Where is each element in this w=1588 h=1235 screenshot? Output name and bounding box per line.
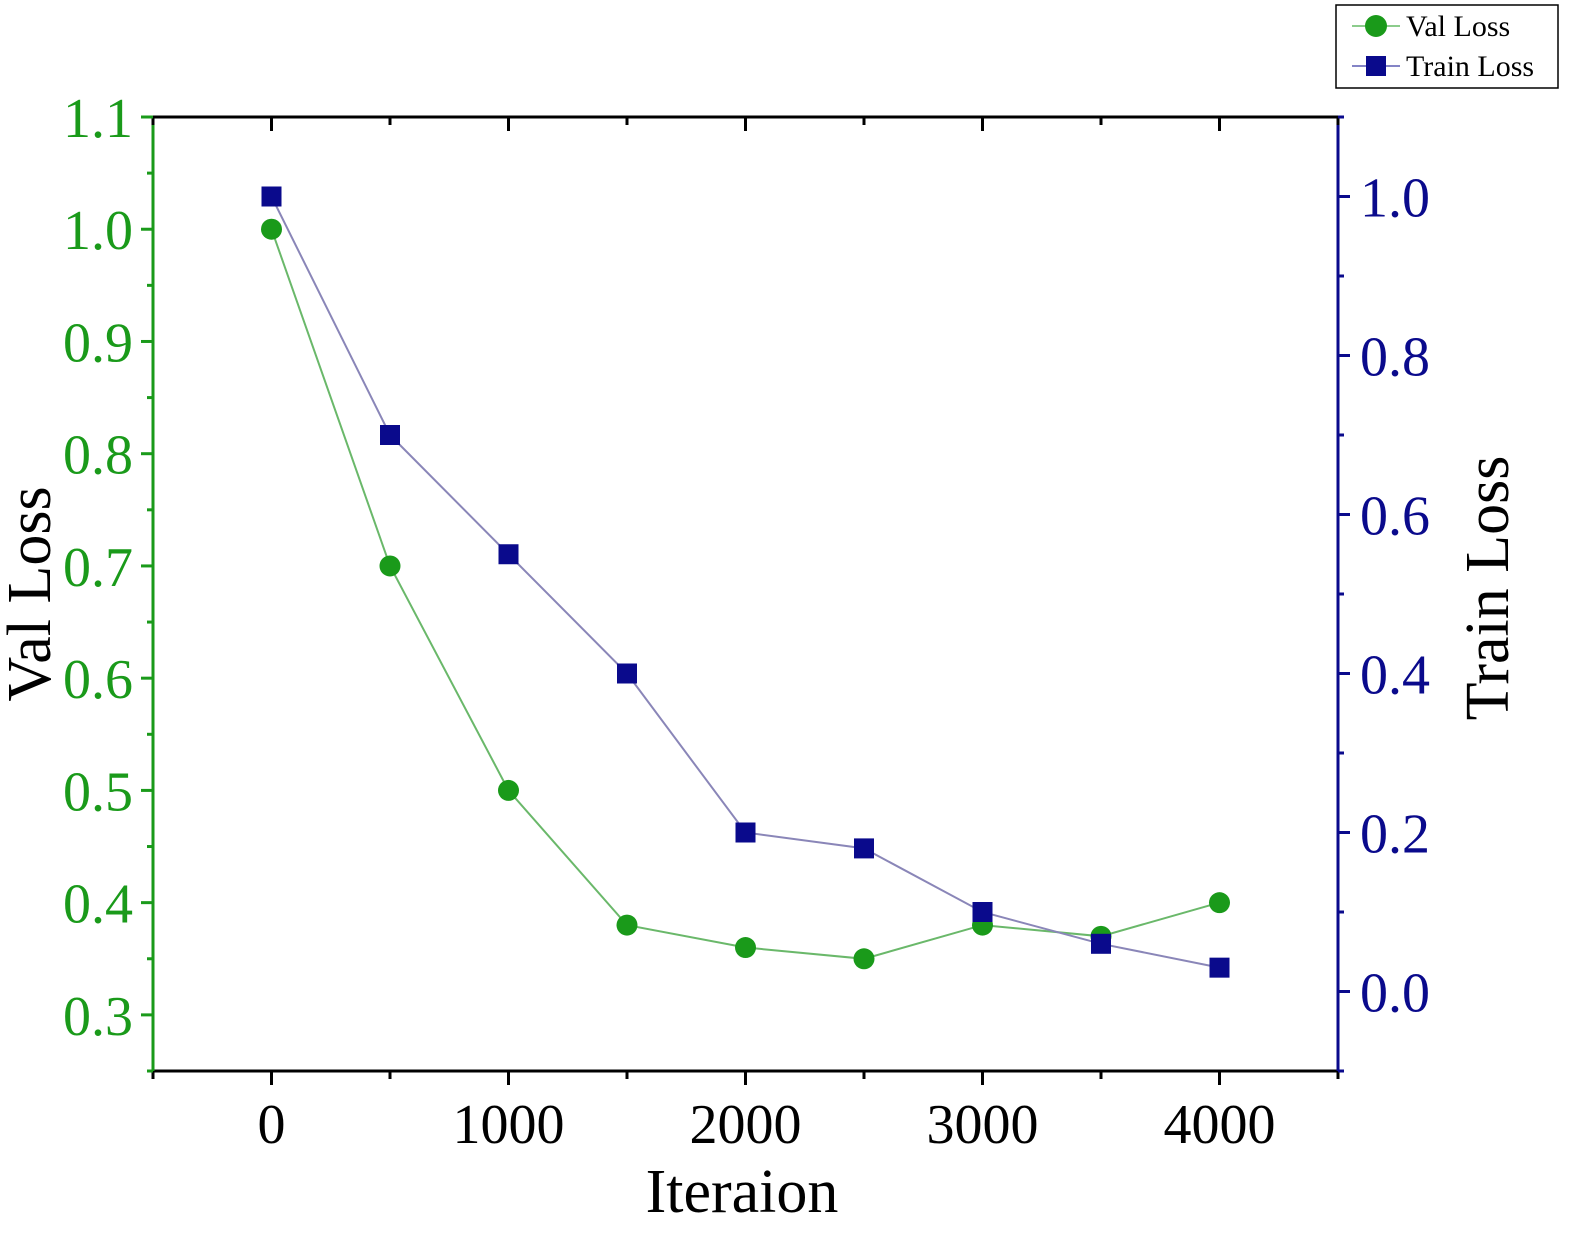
- y-right-tick-label: 0.0: [1360, 963, 1430, 1025]
- series-point-circle: [616, 914, 638, 936]
- series-point-circle: [261, 218, 282, 240]
- y-left-tick-label: 0.8: [63, 425, 133, 487]
- y-right-tick-label: 0.6: [1360, 486, 1430, 548]
- series-point-square: [261, 186, 282, 207]
- series-point-square: [1091, 933, 1111, 954]
- series-point-square: [735, 822, 756, 843]
- series-line: [270, 196, 1220, 969]
- y-right-tick-label: 0.8: [1360, 327, 1430, 389]
- series-point-circle: [498, 779, 519, 801]
- x-axis: 0 1000 2000 3000 4000: [151, 117, 1340, 1156]
- series-point-circle: [735, 937, 756, 959]
- series-point-circle: [853, 948, 875, 970]
- y-left-tick-label: 0.6: [63, 649, 133, 711]
- series-point-square: [380, 425, 400, 445]
- legend-label-train-loss: Train Loss: [1406, 50, 1534, 83]
- x-tick-label: 3000: [927, 1094, 1039, 1156]
- series-point-square: [972, 902, 993, 922]
- legend: Val Loss Train Loss: [1335, 4, 1559, 89]
- legend-label-val-loss: Val Loss: [1406, 10, 1510, 43]
- y-right-tick-label: 1.0: [1360, 168, 1430, 230]
- y-left-tick-label: 0.5: [63, 761, 133, 823]
- y-left-tick-label: 0.4: [63, 874, 133, 936]
- series-point-square: [498, 544, 519, 565]
- x-axis-title: Iteraion: [646, 1158, 839, 1226]
- series-point-circle: [1209, 892, 1230, 914]
- y-left-tick-label: 0.9: [63, 312, 133, 374]
- y-right-tick-label: 0.2: [1360, 804, 1430, 866]
- y-axis-right-title: Train Loss: [1454, 456, 1522, 721]
- series-point-circle: [379, 555, 401, 577]
- series-point-square: [854, 838, 874, 859]
- series-layer: [261, 186, 1230, 978]
- x-tick-label: 1000: [453, 1094, 565, 1156]
- y-left-tick-label: 0.3: [63, 986, 133, 1048]
- x-tick-label: 2000: [690, 1094, 802, 1156]
- legend-marker-val-loss: [1365, 15, 1387, 37]
- x-tick-label: 0: [258, 1094, 286, 1156]
- y-left-tick-label: 1.1: [63, 88, 133, 150]
- x-tick-label: 4000: [1164, 1094, 1276, 1156]
- series-point-square: [617, 663, 637, 684]
- series-line: [270, 228, 1220, 960]
- y-left-tick-label: 0.7: [63, 537, 133, 599]
- legend-marker-train-loss: [1366, 56, 1386, 76]
- y-axis-left-title: Val Loss: [0, 486, 64, 701]
- y-left-tick-label: 1.0: [63, 200, 133, 262]
- y-axis-right: 0.0 0.2 0.4 0.6 0.8 1.0: [1338, 115, 1430, 1073]
- plot-frame: [151, 115, 1340, 1073]
- y-axis-left: 0.3 0.4 0.5 0.6 0.7 0.8 0.9 1.0 1.1: [63, 88, 153, 1073]
- y-right-tick-label: 0.4: [1360, 645, 1430, 707]
- series-point-square: [1209, 957, 1230, 978]
